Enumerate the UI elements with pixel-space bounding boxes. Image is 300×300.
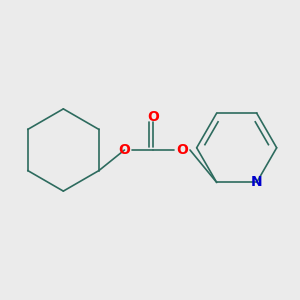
Text: N: N [251, 176, 262, 189]
Text: O: O [118, 143, 130, 157]
Text: O: O [176, 143, 188, 157]
Text: O: O [147, 110, 159, 124]
